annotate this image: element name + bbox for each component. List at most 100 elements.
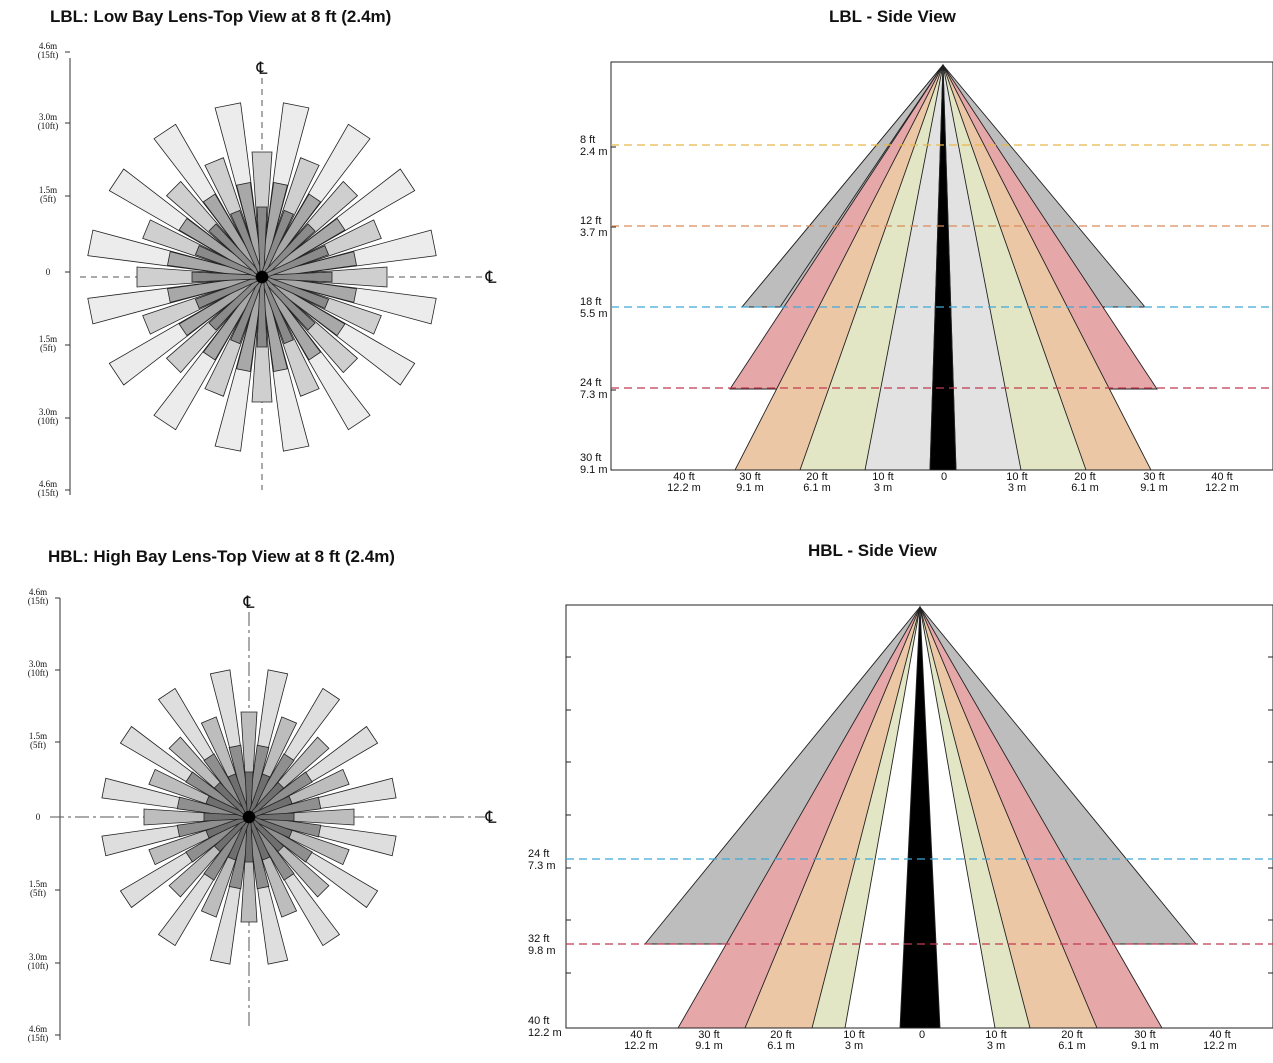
hbl-x-label-ft: 40 ft (630, 1029, 651, 1041)
hbl-centerline-symbol-right: ℄ (485, 808, 497, 827)
lbl-side-view-title: LBL - Side View (829, 7, 956, 26)
lbl-sensor-center (256, 271, 268, 283)
lbl-centerline-symbol-top: ℄ (256, 59, 268, 78)
hbl-x-label-m: 12.2 m (624, 1040, 658, 1052)
lbl-top-tick-label: 1.5m (39, 185, 57, 195)
lbl-side-beam (929, 64, 957, 471)
hbl-x-label-m: 3 m (845, 1040, 863, 1052)
hbl-top-beam (253, 816, 293, 839)
lbl-x-label-m: 9.1 m (1140, 482, 1168, 494)
hbl-top-tick-label: 3.0m (29, 659, 47, 669)
hbl-top-tick-label: (15ft) (28, 596, 49, 606)
lbl-top-tick-label: 1.5m (39, 334, 57, 344)
hbl-x-label-ft: 30 ft (698, 1029, 719, 1041)
hbl-top-beam (203, 812, 244, 822)
hbl-top-beam (251, 781, 285, 815)
lbl-top-tick-label: 4.6m (39, 41, 57, 51)
lbl-x-label-m: 3 m (874, 482, 892, 494)
hbl-top-beam (248, 821, 271, 861)
hbl-x-label-ft: 30 ft (1134, 1029, 1155, 1041)
hbl-height-label-m: 9.8 m (528, 945, 556, 957)
lbl-height-label-ft: 24 ft (580, 377, 601, 389)
hbl-top-beam (227, 821, 250, 861)
hbl-top-beam (227, 773, 250, 813)
hbl-x-label-ft: 40 ft (1209, 1029, 1230, 1041)
hbl-sensor-center (243, 811, 255, 823)
hbl-top-tick-label: 1.5m (29, 879, 47, 889)
lbl-top-beam (266, 245, 330, 278)
lbl-x-label-m: 12.2 m (667, 482, 701, 494)
hbl-height-label-ft: 24 ft (528, 848, 549, 860)
lbl-x-label-m: 6.1 m (1071, 482, 1099, 494)
lbl-height-label-m: 2.4 m (580, 146, 608, 158)
lbl-height-label-ft: 30 ft (580, 452, 601, 464)
hbl-side-view-title: HBL - Side View (808, 541, 937, 560)
lbl-height-label-m: 3.7 m (580, 227, 608, 239)
lbl-top-beam (230, 281, 263, 345)
hbl-top-beam (244, 822, 254, 863)
hbl-top-tick-label: 3.0m (29, 952, 47, 962)
lbl-top-beam (256, 282, 268, 348)
hbl-top-beam (213, 781, 247, 815)
lbl-top-tick-label: 3.0m (39, 112, 57, 122)
lbl-x-label-m: 6.1 m (803, 482, 831, 494)
hbl-x-label-m: 6.1 m (767, 1040, 795, 1052)
hbl-top-view-title: HBL: High Bay Lens-Top View at 8 ft (2.4… (48, 547, 395, 566)
hbl-x-label-ft: 20 ft (1061, 1029, 1082, 1041)
hbl-top-tick-label: 0 (36, 812, 41, 822)
lbl-x-label-ft: 40 ft (1211, 471, 1232, 483)
hbl-top-tick-label: (15ft) (28, 1033, 49, 1043)
hbl-x-label-ft: 20 ft (770, 1029, 791, 1041)
hbl-height-label-m: 12.2 m (528, 1027, 562, 1039)
lbl-top-tick-label: (5ft) (40, 194, 56, 204)
lbl-top-tick-label: (10ft) (38, 416, 59, 426)
hbl-x-label-ft: 10 ft (985, 1029, 1006, 1041)
hbl-x-label-m: 9.1 m (695, 1040, 723, 1052)
lbl-height-label-ft: 8 ft (580, 134, 595, 146)
lbl-top-beam (191, 271, 257, 283)
lbl-x-label-ft: 20 ft (806, 471, 827, 483)
lbl-side-view: 8 ft2.4 m 12 ft3.7 m 18 ft5.5 m 24 ft7.3 m 3… (580, 61, 1273, 494)
hbl-height-label-ft: 40 ft (528, 1015, 549, 1027)
lbl-x-label-ft: 40 ft (673, 471, 694, 483)
hbl-x-label-m: 9.1 m (1131, 1040, 1159, 1052)
lbl-height-label-ft: 12 ft (580, 215, 601, 227)
hbl-x-label-m: 3 m (987, 1040, 1005, 1052)
lbl-x-label-m: 9.1 m (736, 482, 764, 494)
hbl-top-beam (253, 795, 293, 818)
lbl-top-beam (230, 209, 263, 273)
hbl-top-tick-label: 4.6m (29, 1024, 47, 1034)
hbl-height-label-ft: 32 ft (528, 933, 549, 945)
hbl-side-beam (899, 606, 941, 1029)
lbl-top-tick-label: (15ft) (38, 488, 59, 498)
lbl-top-beam (194, 276, 258, 309)
hbl-top-beam (205, 795, 245, 818)
lbl-x-label-m: 3 m (1008, 482, 1026, 494)
hbl-x-label-ft: 0 (919, 1029, 925, 1041)
lbl-height-label-m: 9.1 m (580, 464, 608, 476)
hbl-top-beam (244, 771, 254, 812)
lbl-top-beam (256, 206, 268, 272)
lbl-top-view-title: LBL: Low Bay Lens-Top View at 8 ft (2.4m… (50, 7, 392, 26)
lbl-x-label-ft: 10 ft (1006, 471, 1027, 483)
lbl-height-label-m: 5.5 m (580, 308, 608, 320)
lbl-x-label-ft: 10 ft (872, 471, 893, 483)
lbl-top-tick-label: 4.6m (39, 479, 57, 489)
lbl-top-beam (264, 223, 316, 275)
lbl-top-tick-label: 0 (46, 267, 51, 277)
hbl-height-label-m: 7.3 m (528, 860, 556, 872)
hbl-top-beam (251, 819, 285, 853)
lbl-top-tick-label: (5ft) (40, 343, 56, 353)
hbl-top-view: 4.6m(15ft)3.0m(10ft)1.5m(5ft)01.5m(5ft)3… (28, 587, 497, 1043)
lbl-x-label-ft: 30 ft (1143, 471, 1164, 483)
lbl-top-tick-label: (10ft) (38, 121, 59, 131)
lbl-top-beam (266, 276, 330, 309)
hbl-top-tick-label: (10ft) (28, 668, 49, 678)
lbl-top-beam (264, 279, 316, 331)
hbl-top-tick-label: 1.5m (29, 731, 47, 741)
hbl-x-label-m: 6.1 m (1058, 1040, 1086, 1052)
hbl-top-tick-label: 4.6m (29, 587, 47, 597)
hbl-top-tick-label: (5ft) (30, 888, 46, 898)
